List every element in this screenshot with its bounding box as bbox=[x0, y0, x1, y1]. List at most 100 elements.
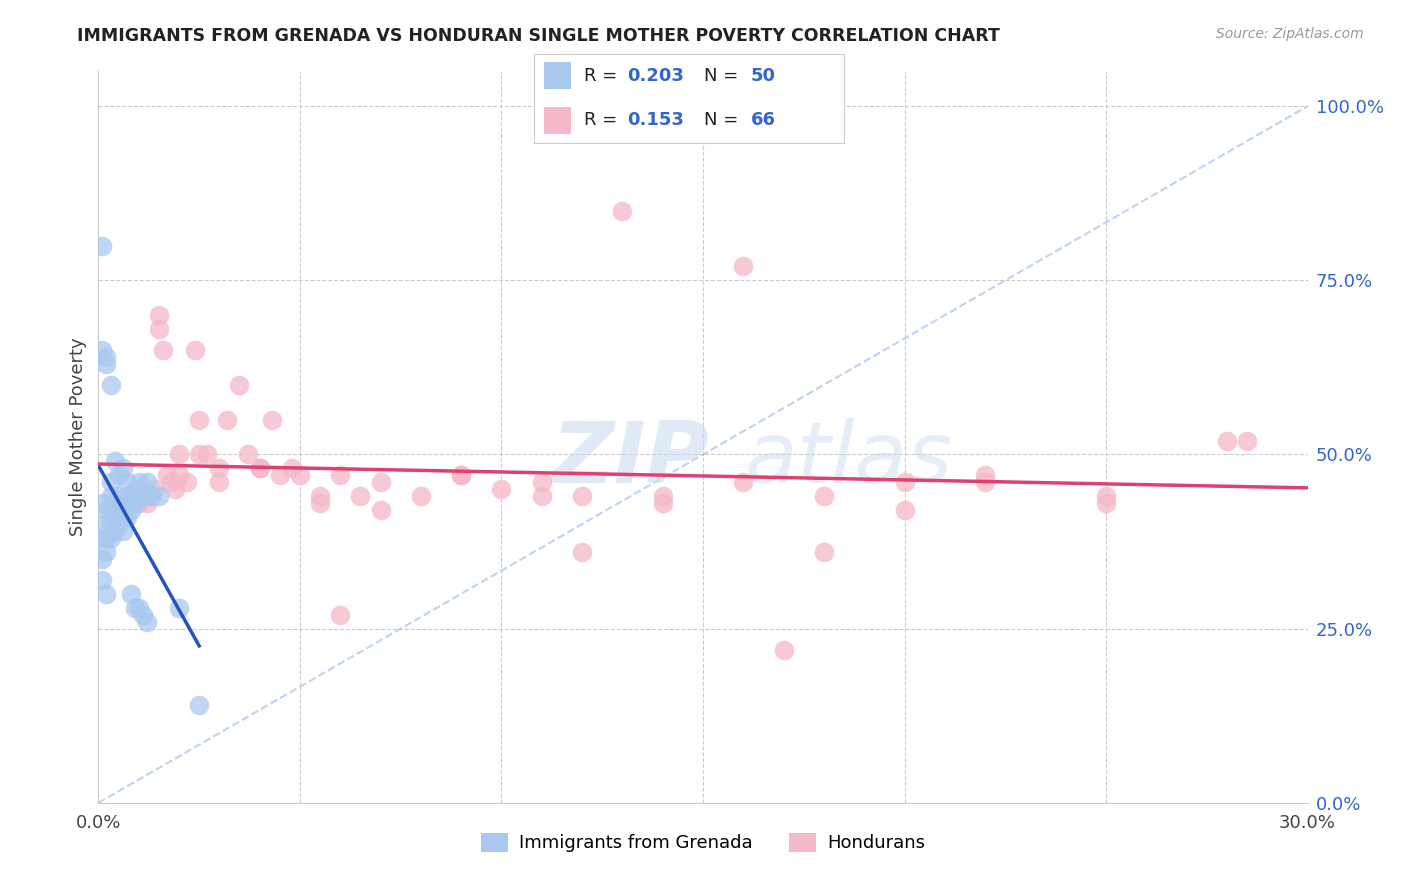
Point bbox=[100, 531, 122, 545]
Point bbox=[249, 461, 271, 475]
Point bbox=[167, 600, 190, 615]
Point bbox=[228, 377, 250, 392]
Point bbox=[236, 448, 259, 462]
Point bbox=[115, 510, 138, 524]
Point bbox=[111, 461, 134, 475]
Point bbox=[91, 552, 114, 566]
Point bbox=[115, 475, 138, 490]
Point bbox=[124, 600, 146, 615]
Point bbox=[329, 468, 352, 483]
Point bbox=[188, 698, 211, 713]
Point bbox=[370, 475, 392, 490]
Point bbox=[111, 503, 134, 517]
Point bbox=[491, 483, 513, 497]
Point bbox=[208, 461, 231, 475]
Point bbox=[103, 454, 125, 468]
Point bbox=[733, 475, 755, 490]
Point bbox=[143, 483, 166, 497]
Point bbox=[450, 468, 472, 483]
Point bbox=[167, 468, 190, 483]
Point bbox=[96, 531, 118, 545]
Point bbox=[260, 412, 283, 426]
Point bbox=[163, 483, 186, 497]
Point bbox=[96, 587, 118, 601]
Point bbox=[91, 573, 114, 587]
Point bbox=[120, 503, 142, 517]
Point bbox=[91, 238, 114, 252]
Text: atlas: atlas bbox=[744, 417, 952, 500]
Point bbox=[132, 607, 155, 622]
Point bbox=[288, 468, 311, 483]
Text: R =: R = bbox=[583, 112, 623, 129]
Text: R =: R = bbox=[583, 67, 623, 85]
Point bbox=[349, 489, 371, 503]
Point bbox=[100, 377, 122, 392]
Point bbox=[107, 517, 129, 532]
Legend: Immigrants from Grenada, Hondurans: Immigrants from Grenada, Hondurans bbox=[474, 826, 932, 860]
Text: IMMIGRANTS FROM GRENADA VS HONDURAN SINGLE MOTHER POVERTY CORRELATION CHART: IMMIGRANTS FROM GRENADA VS HONDURAN SING… bbox=[77, 27, 1000, 45]
Point bbox=[409, 489, 432, 503]
Point bbox=[813, 545, 835, 559]
Point bbox=[733, 260, 755, 274]
Point bbox=[128, 496, 150, 510]
Point bbox=[107, 489, 129, 503]
Point bbox=[571, 545, 593, 559]
Point bbox=[184, 343, 207, 357]
Point bbox=[100, 475, 122, 490]
Point bbox=[124, 496, 146, 510]
Text: N =: N = bbox=[704, 67, 744, 85]
Point bbox=[120, 587, 142, 601]
Point bbox=[139, 489, 162, 503]
Point bbox=[571, 489, 593, 503]
Point bbox=[813, 489, 835, 503]
Point bbox=[124, 483, 146, 497]
Point bbox=[160, 475, 183, 490]
Point bbox=[772, 642, 794, 657]
Point bbox=[96, 545, 118, 559]
Point bbox=[111, 510, 134, 524]
Text: N =: N = bbox=[704, 112, 744, 129]
Point bbox=[329, 607, 352, 622]
Text: 50: 50 bbox=[751, 67, 776, 85]
Point bbox=[96, 350, 118, 364]
Point bbox=[370, 503, 392, 517]
Text: 66: 66 bbox=[751, 112, 776, 129]
Text: Source: ZipAtlas.com: Source: ZipAtlas.com bbox=[1216, 27, 1364, 41]
Point bbox=[120, 496, 142, 510]
Text: ZIP: ZIP bbox=[551, 417, 709, 500]
Point bbox=[96, 503, 118, 517]
Point bbox=[167, 448, 190, 462]
Point bbox=[139, 489, 162, 503]
Point bbox=[176, 475, 198, 490]
Point bbox=[128, 489, 150, 503]
Point bbox=[530, 489, 553, 503]
Point bbox=[103, 496, 125, 510]
Point bbox=[120, 489, 142, 503]
Point bbox=[1095, 496, 1118, 510]
Point bbox=[974, 468, 997, 483]
Point bbox=[1095, 489, 1118, 503]
Point bbox=[208, 475, 231, 490]
Text: 0.153: 0.153 bbox=[627, 112, 683, 129]
Point bbox=[107, 468, 129, 483]
Point bbox=[530, 475, 553, 490]
Point bbox=[100, 489, 122, 503]
Point bbox=[651, 496, 673, 510]
Point bbox=[156, 468, 179, 483]
Point bbox=[132, 489, 155, 503]
Point bbox=[128, 475, 150, 490]
Point bbox=[91, 496, 114, 510]
Point bbox=[281, 461, 304, 475]
Point bbox=[91, 531, 114, 545]
Point bbox=[217, 412, 239, 426]
Point bbox=[128, 600, 150, 615]
Point bbox=[148, 322, 170, 336]
Point bbox=[893, 503, 915, 517]
Point bbox=[96, 357, 118, 371]
Point bbox=[269, 468, 291, 483]
Point bbox=[135, 615, 157, 629]
Point bbox=[103, 510, 125, 524]
Point bbox=[148, 489, 170, 503]
Point bbox=[651, 489, 673, 503]
Text: 0.203: 0.203 bbox=[627, 67, 683, 85]
